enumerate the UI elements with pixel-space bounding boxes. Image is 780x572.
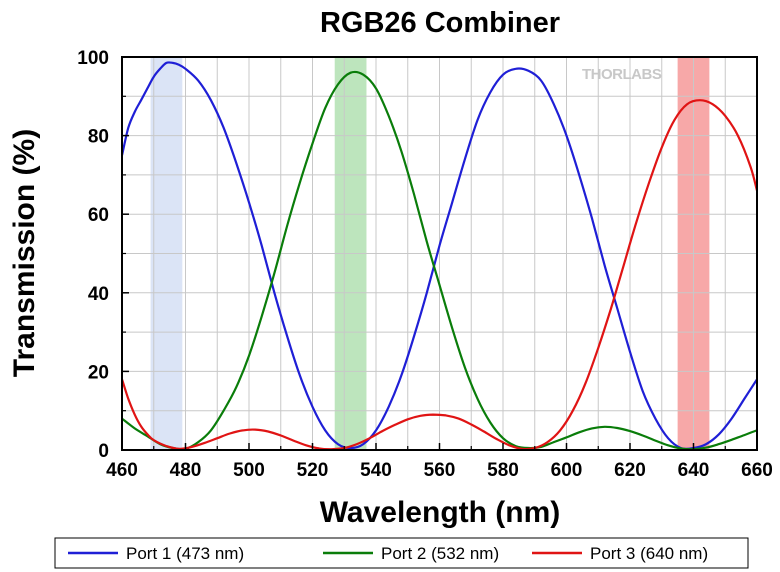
x-tick-label: 620: [614, 460, 646, 481]
x-tick-label: 480: [170, 460, 202, 481]
x-tick-label: 600: [551, 460, 583, 481]
x-tick-label: 580: [487, 460, 519, 481]
series-lines: [122, 61, 757, 450]
x-tick-label: 560: [424, 460, 456, 481]
grid: [121, 56, 758, 451]
legend: Port 1 (473 nm) Port 2 (532 nm) Port 3 (64…: [68, 544, 708, 563]
x-tick-label: 640: [678, 460, 710, 481]
x-tick-label: 460: [106, 460, 138, 481]
y-tick-label: 80: [88, 127, 109, 148]
y-tick-label: 100: [77, 48, 109, 69]
chart-title: RGB26 Combiner: [320, 7, 560, 39]
x-tick-label: 660: [741, 460, 773, 481]
y-tick-label: 0: [98, 441, 109, 462]
legend-label-port-3: Port 3 (640 nm): [590, 544, 708, 563]
legend-label-port-2: Port 2 (532 nm): [381, 544, 499, 563]
series-line-port-3: [122, 99, 757, 450]
x-tick-label: 520: [297, 460, 329, 481]
series-line-port-2: [122, 70, 757, 450]
x-tick-label: 540: [360, 460, 392, 481]
y-axis-label: Transmission (%): [8, 129, 41, 377]
legend-box: [54, 537, 749, 569]
y-tick-label: 60: [88, 205, 109, 226]
x-tick-label: 500: [233, 460, 265, 481]
x-axis-label: Wavelength (nm): [320, 496, 561, 529]
axis-ticks: 460 480 500 520 540 560 580 600 620 640 660 0 20 40 60…: [77, 48, 773, 481]
series-line-port-1: [122, 61, 757, 450]
legend-label-port-1: Port 1 (473 nm): [126, 544, 244, 563]
y-tick-label: 40: [88, 284, 109, 305]
y-tick-label: 20: [88, 362, 109, 383]
watermark: THORLABS: [582, 66, 662, 83]
